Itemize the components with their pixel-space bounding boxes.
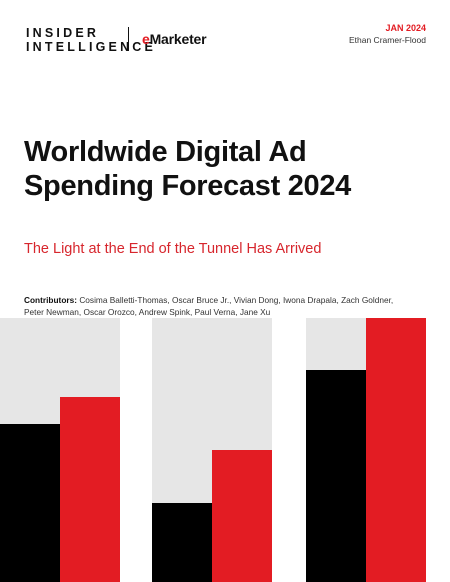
art-black-bar-3 [306,370,366,582]
logo-divider [128,27,129,51]
decorative-bar-art [0,318,426,582]
title-line-1: Worldwide Digital Ad [24,136,307,168]
report-author: Ethan Cramer-Flood [348,35,426,45]
art-red-bar-1 [60,397,120,582]
contributors-label: Contributors: [24,295,77,305]
emarketer-logo: eMarketer [142,31,207,47]
logo-line-1: INSIDER [26,26,100,40]
logo-line-2: INTELLIGENCE [26,40,157,54]
contributors-line-1: Contributors: Cosima Balletti-Thomas, Os… [24,294,424,306]
report-title: Worldwide Digital Ad Spending Forecast 2… [24,135,434,203]
insider-intelligence-logo: INSIDER INTELLIGENCE [26,26,156,54]
art-red-bar-2 [212,450,272,582]
art-black-bar-1 [0,424,60,582]
report-date: JAN 2024 [385,23,426,33]
art-black-bar-2 [152,503,212,582]
contributors-names-1: Cosima Balletti-Thomas, Oscar Bruce Jr.,… [79,295,394,305]
contributors: Contributors: Cosima Balletti-Thomas, Os… [24,294,424,318]
art-red-bar-3 [366,318,426,582]
emarketer-prefix: e [142,31,150,47]
header: INSIDER INTELLIGENCE eMarketer JAN 2024 … [0,0,450,70]
emarketer-name: Marketer [149,31,207,47]
report-subtitle: The Light at the End of the Tunnel Has A… [24,241,322,257]
title-line-2: Spending Forecast 2024 [24,170,352,202]
contributors-names-2: Peter Newman, Oscar Orozco, Andrew Spink… [24,307,271,317]
